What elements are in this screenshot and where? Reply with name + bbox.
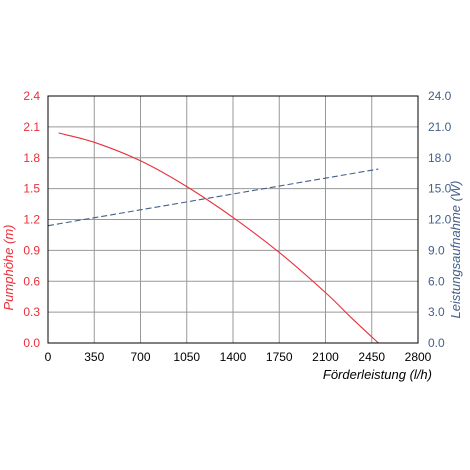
grid	[48, 96, 418, 343]
y-left-tick-label: 0.6	[23, 274, 40, 288]
y-right-tick-label: 21.0	[428, 120, 452, 134]
y-right-tick-label: 18.0	[428, 151, 452, 165]
y-left-tick-label: 0.0	[23, 336, 40, 350]
y-right-tick-label: 0.0	[428, 336, 445, 350]
pump-head-curve	[58, 132, 379, 344]
y-right-tick-label: 15.0	[428, 182, 452, 196]
y-right-tick-label: 6.0	[428, 274, 445, 288]
y-left-tick-label: 2.4	[23, 89, 40, 103]
y-left-tick-labels: 0.0 0.3 0.6 0.9 1.2 1.5 1.8 2.1 2.4	[23, 89, 40, 350]
y-right-axis-title: Leistungsaufnahme (W)	[448, 180, 463, 318]
x-axis-title: Förderleistung (l/h)	[323, 367, 432, 382]
y-right-tick-label: 24.0	[428, 89, 452, 103]
x-tick-labels: 0 350 700 1050 1400 1750 2100 2450 2800	[45, 350, 432, 364]
y-left-tick-label: 1.5	[23, 182, 40, 196]
x-tick-label: 2100	[312, 350, 339, 364]
x-tick-label: 1750	[266, 350, 293, 364]
plot-frame	[47, 95, 419, 344]
series-layer	[47, 132, 379, 344]
y-right-tick-label: 12.0	[428, 213, 452, 227]
y-left-tick-label: 1.2	[23, 213, 40, 227]
y-right-tick-labels: 0.0 3.0 6.0 9.0 12.0 15.0 18.0 21.0 24.0	[428, 89, 452, 350]
x-tick-label: 2800	[405, 350, 432, 364]
y-left-tick-label: 0.3	[23, 305, 40, 319]
power-consumption-line	[47, 168, 379, 227]
y-right-tick-label: 3.0	[428, 305, 445, 319]
y-left-tick-label: 0.9	[23, 243, 40, 257]
x-tick-label: 2450	[358, 350, 385, 364]
x-tick-label: 1400	[220, 350, 247, 364]
y-left-tick-label: 1.8	[23, 151, 40, 165]
y-left-axis-title: Pumphöhe (m)	[1, 225, 16, 311]
y-right-tick-label: 9.0	[428, 243, 445, 257]
y-left-tick-label: 2.1	[23, 120, 40, 134]
x-tick-label: 1050	[173, 350, 200, 364]
x-tick-label: 350	[84, 350, 104, 364]
x-tick-label: 700	[130, 350, 150, 364]
x-tick-label: 0	[45, 350, 52, 364]
